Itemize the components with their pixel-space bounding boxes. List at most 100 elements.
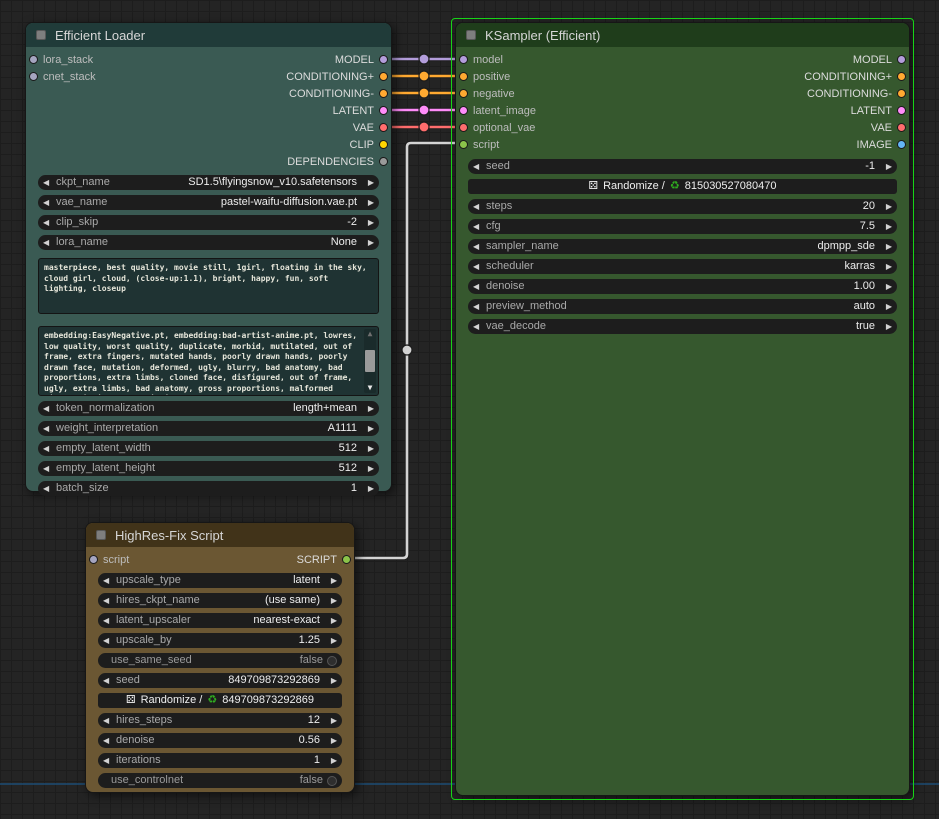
right-arrow-icon[interactable]: ▶: [885, 282, 892, 291]
positive-link-midpoint-dot[interactable]: [418, 70, 430, 82]
script-link-midpoint-dot[interactable]: [401, 344, 413, 356]
output-port-clip[interactable]: CLIP: [350, 139, 388, 151]
input-port-latent_image[interactable]: latent_image: [459, 105, 536, 117]
right-arrow-icon[interactable]: ▶: [367, 198, 374, 207]
widget-denoise[interactable]: ◀ denoise 0.56 ▶: [98, 733, 342, 748]
node-titlebar[interactable]: HighRes-Fix Script: [86, 523, 354, 547]
input-port-script[interactable]: script: [89, 554, 129, 566]
positive-prompt-textarea[interactable]: masterpiece, best quality, movie still, …: [38, 258, 379, 314]
input-slot-icon[interactable]: [459, 55, 468, 64]
right-arrow-icon[interactable]: ▶: [330, 576, 337, 585]
collapse-box-icon[interactable]: [96, 530, 106, 540]
output-port-latent[interactable]: LATENT: [851, 105, 906, 117]
widget-steps[interactable]: ◀ steps 20 ▶: [468, 199, 897, 214]
right-arrow-icon[interactable]: ▶: [367, 218, 374, 227]
left-arrow-icon[interactable]: ◀: [43, 218, 50, 227]
input-port-positive[interactable]: positive: [459, 71, 510, 83]
output-slot-icon[interactable]: [897, 123, 906, 132]
output-port-model[interactable]: MODEL: [335, 54, 388, 66]
node-titlebar[interactable]: KSampler (Efficient): [456, 23, 909, 47]
input-port-optional_vae[interactable]: optional_vae: [459, 122, 535, 134]
widget-upscale_by[interactable]: ◀ upscale_by 1.25 ▶: [98, 633, 342, 648]
input-slot-icon[interactable]: [459, 106, 468, 115]
widget-sampler_name[interactable]: ◀ sampler_name dpmpp_sde ▶: [468, 239, 897, 254]
output-port-image[interactable]: IMAGE: [857, 139, 906, 151]
left-arrow-icon[interactable]: ◀: [473, 202, 480, 211]
left-arrow-icon[interactable]: ◀: [473, 282, 480, 291]
output-port-model[interactable]: MODEL: [853, 54, 906, 66]
input-slot-icon[interactable]: [459, 123, 468, 132]
widget-weight_interpretation[interactable]: ◀ weight_interpretation A1111 ▶: [38, 421, 379, 436]
right-arrow-icon[interactable]: ▶: [885, 302, 892, 311]
right-arrow-icon[interactable]: ▶: [330, 636, 337, 645]
input-port-lora_stack[interactable]: lora_stack: [29, 54, 93, 66]
left-arrow-icon[interactable]: ◀: [43, 178, 50, 187]
right-arrow-icon[interactable]: ▶: [885, 222, 892, 231]
widget-empty_latent_width[interactable]: ◀ empty_latent_width 512 ▶: [38, 441, 379, 456]
vae-link-midpoint-dot[interactable]: [418, 121, 430, 133]
output-slot-icon[interactable]: [897, 106, 906, 115]
right-arrow-icon[interactable]: ▶: [330, 676, 337, 685]
scroll-up-icon[interactable]: ▲: [367, 329, 373, 338]
right-arrow-icon[interactable]: ▶: [367, 464, 374, 473]
collapse-box-icon[interactable]: [36, 30, 46, 40]
toggle-knob[interactable]: [327, 775, 337, 786]
negative-link-midpoint-dot[interactable]: [418, 87, 430, 99]
right-arrow-icon[interactable]: ▶: [367, 404, 374, 413]
input-slot-icon[interactable]: [89, 555, 98, 564]
left-arrow-icon[interactable]: ◀: [103, 616, 110, 625]
right-arrow-icon[interactable]: ▶: [367, 178, 374, 187]
left-arrow-icon[interactable]: ◀: [43, 444, 50, 453]
widget-iterations[interactable]: ◀ iterations 1 ▶: [98, 753, 342, 768]
output-port-conditioning-[interactable]: CONDITIONING-: [289, 88, 388, 100]
input-slot-icon[interactable]: [459, 140, 468, 149]
widget-hires_ckpt_name[interactable]: ◀ hires_ckpt_name (use same) ▶: [98, 593, 342, 608]
output-slot-icon[interactable]: [379, 123, 388, 132]
output-port-dependencies[interactable]: DEPENDENCIES: [287, 156, 388, 168]
node-titlebar[interactable]: Efficient Loader: [26, 23, 391, 47]
widget-cfg[interactable]: ◀ cfg 7.5 ▶: [468, 219, 897, 234]
toggle-use_controlnet[interactable]: use_controlnet false: [98, 773, 342, 788]
negative-prompt-textarea[interactable]: embedding:EasyNegative.pt, embedding:bad…: [38, 326, 379, 396]
right-arrow-icon[interactable]: ▶: [885, 242, 892, 251]
widget-hires_steps[interactable]: ◀ hires_steps 12 ▶: [98, 713, 342, 728]
randomize-button[interactable]: ⚄ Randomize / ♻ 849709873292869: [98, 693, 342, 708]
left-arrow-icon[interactable]: ◀: [473, 302, 480, 311]
left-arrow-icon[interactable]: ◀: [103, 596, 110, 605]
scroll-down-icon[interactable]: ▼: [367, 383, 373, 392]
textarea-scrollbar[interactable]: ▲ ▼: [364, 329, 376, 393]
output-slot-icon[interactable]: [897, 89, 906, 98]
right-arrow-icon[interactable]: ▶: [885, 202, 892, 211]
output-port-vae[interactable]: VAE: [871, 122, 906, 134]
right-arrow-icon[interactable]: ▶: [367, 424, 374, 433]
output-slot-icon[interactable]: [897, 72, 906, 81]
left-arrow-icon[interactable]: ◀: [103, 676, 110, 685]
left-arrow-icon[interactable]: ◀: [43, 484, 50, 493]
left-arrow-icon[interactable]: ◀: [103, 756, 110, 765]
model-link-midpoint-dot[interactable]: [418, 53, 430, 65]
left-arrow-icon[interactable]: ◀: [473, 322, 480, 331]
left-arrow-icon[interactable]: ◀: [43, 424, 50, 433]
input-port-script[interactable]: script: [459, 139, 499, 151]
latent-link-midpoint-dot[interactable]: [418, 104, 430, 116]
node-highres-fix-script[interactable]: HighRes-Fix Script script SCRIPT ◀ upscale_t…: [85, 522, 355, 793]
widget-seed[interactable]: ◀ seed -1 ▶: [468, 159, 897, 174]
left-arrow-icon[interactable]: ◀: [103, 636, 110, 645]
widget-vae_decode[interactable]: ◀ vae_decode true ▶: [468, 319, 897, 334]
input-slot-icon[interactable]: [459, 89, 468, 98]
input-port-model[interactable]: model: [459, 54, 503, 66]
widget-lora_name[interactable]: ◀ lora_name None ▶: [38, 235, 379, 250]
toggle-use_same_seed[interactable]: use_same_seed false: [98, 653, 342, 668]
left-arrow-icon[interactable]: ◀: [43, 464, 50, 473]
output-port-conditioning+[interactable]: CONDITIONING+: [804, 71, 906, 83]
left-arrow-icon[interactable]: ◀: [473, 162, 480, 171]
widget-batch_size[interactable]: ◀ batch_size 1 ▶: [38, 481, 379, 496]
input-slot-icon[interactable]: [29, 55, 38, 64]
output-slot-icon[interactable]: [342, 555, 351, 564]
left-arrow-icon[interactable]: ◀: [43, 238, 50, 247]
left-arrow-icon[interactable]: ◀: [103, 716, 110, 725]
output-slot-icon[interactable]: [897, 55, 906, 64]
widget-clip_skip[interactable]: ◀ clip_skip -2 ▶: [38, 215, 379, 230]
widget-latent_upscaler[interactable]: ◀ latent_upscaler nearest-exact ▶: [98, 613, 342, 628]
right-arrow-icon[interactable]: ▶: [885, 162, 892, 171]
